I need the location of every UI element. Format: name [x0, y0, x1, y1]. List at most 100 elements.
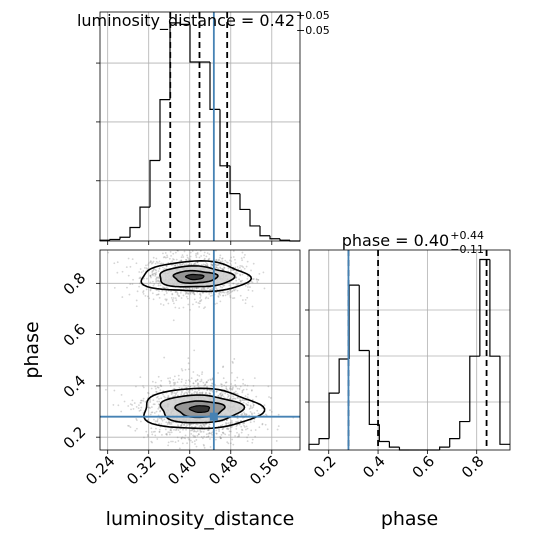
sample-point	[182, 246, 184, 248]
sample-point	[167, 421, 170, 423]
sample-point	[164, 298, 167, 301]
sample-point	[251, 441, 254, 444]
sample-point	[215, 264, 218, 267]
sample-point	[261, 422, 264, 425]
sample-point	[192, 382, 195, 385]
sample-point	[245, 413, 248, 416]
sample-point	[163, 256, 166, 258]
sample-point	[178, 447, 181, 450]
sample-point	[204, 264, 207, 267]
sample-point	[172, 395, 175, 398]
sample-point	[263, 404, 266, 407]
x-tick-label: 0.40	[164, 452, 200, 488]
sample-point	[149, 399, 152, 401]
sample-point	[208, 432, 211, 435]
sample-point	[180, 259, 183, 262]
sample-point	[152, 269, 155, 272]
sample-point	[242, 388, 245, 391]
sample-point	[215, 259, 218, 261]
sample-point	[246, 436, 248, 439]
sample-point	[139, 376, 142, 379]
sample-point	[177, 429, 180, 432]
sample-point	[142, 386, 145, 389]
sample-point	[193, 262, 196, 265]
sample-point	[155, 257, 158, 260]
sample-point	[187, 423, 190, 426]
sample-point	[194, 263, 197, 266]
sample-point	[217, 395, 220, 398]
histogram-bin	[358, 285, 370, 352]
sample-point	[241, 399, 244, 401]
sample-point	[174, 264, 176, 267]
sample-point	[219, 437, 222, 439]
sample-point	[139, 268, 142, 270]
sample-point	[206, 388, 209, 391]
sample-point	[205, 255, 208, 258]
histogram-bin	[368, 350, 380, 426]
sample-point	[232, 297, 234, 300]
phase-histogram-frame	[308, 249, 511, 451]
sample-point	[261, 423, 264, 426]
sample-point	[150, 440, 153, 443]
sample-point	[148, 406, 150, 409]
sample-point	[184, 368, 187, 371]
sample-point	[180, 256, 183, 259]
sample-point	[226, 393, 229, 396]
sample-point	[253, 420, 256, 423]
sample-point	[233, 358, 236, 360]
sample-point	[228, 259, 231, 262]
sample-point	[160, 385, 163, 388]
sample-point	[147, 392, 150, 395]
sample-point	[193, 392, 196, 394]
sample-point	[221, 424, 224, 426]
sample-point	[235, 284, 238, 286]
sample-point	[195, 423, 198, 426]
sample-point	[113, 287, 116, 289]
sample-point	[249, 405, 252, 408]
sample-point	[147, 418, 150, 421]
sample-point	[169, 385, 172, 387]
sample-point	[238, 435, 240, 438]
sample-point	[182, 306, 185, 309]
sample-point	[176, 436, 179, 439]
histogram-bin	[308, 443, 320, 450]
sample-point	[227, 291, 230, 293]
sample-point	[214, 264, 217, 266]
sample-point	[198, 300, 201, 303]
sample-point	[158, 400, 161, 403]
sample-point	[152, 284, 155, 287]
sample-point	[171, 293, 174, 296]
sample-point	[225, 261, 228, 263]
sample-point	[190, 377, 193, 380]
sample-point	[235, 428, 238, 430]
sample-point	[187, 292, 190, 295]
sample-point	[174, 306, 177, 309]
sample-point	[235, 279, 238, 282]
sample-point	[205, 433, 208, 436]
histogram-bin	[378, 424, 390, 443]
sample-point	[235, 272, 238, 275]
sample-point	[200, 255, 203, 257]
sample-point	[154, 274, 157, 277]
sample-point	[192, 371, 195, 373]
histogram-bin	[489, 259, 500, 357]
sample-point	[257, 278, 260, 281]
sample-point	[201, 288, 204, 291]
sample-point	[188, 389, 191, 392]
sample-point	[252, 262, 255, 265]
sample-point	[174, 291, 177, 293]
sample-point	[189, 258, 192, 261]
sample-point	[195, 287, 198, 290]
sample-point	[189, 246, 191, 248]
sample-point	[183, 392, 186, 395]
sample-point	[156, 395, 159, 398]
sample-point	[269, 409, 271, 412]
sample-point	[234, 266, 237, 269]
sample-point	[187, 437, 190, 439]
sample-point	[226, 290, 229, 293]
sample-point	[160, 397, 163, 400]
sample-point	[203, 254, 205, 257]
sample-point	[229, 387, 231, 390]
sample-point	[245, 414, 248, 416]
sample-point	[173, 375, 176, 378]
